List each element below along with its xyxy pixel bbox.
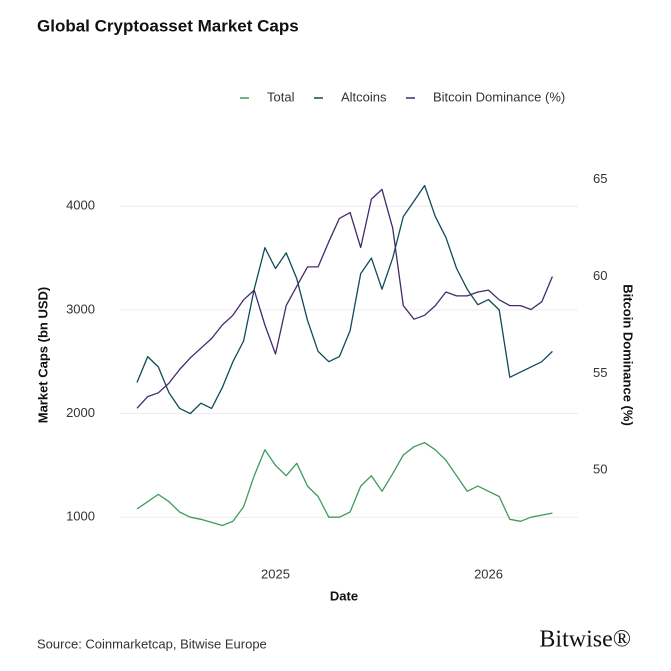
y2-tick-label: 60 [593,268,607,283]
legend-label: Altcoins [341,89,387,104]
x-axis-title: Date [330,588,358,603]
series-line [136,441,553,527]
y-tick-label: 4000 [66,198,95,213]
x-tick-label: 2025 [261,566,290,581]
legend-label: Total [267,89,295,104]
y2-axis-title: Bitcoin Dominance (%) [621,284,636,426]
source: Source: Coinmarketcap, Bitwise Europe [37,636,267,651]
y2-tick-label: 55 [593,365,607,380]
y-tick-label: 1000 [66,509,95,524]
y2-tick-label: 50 [593,462,607,477]
logo: Bitwise® [539,627,631,653]
y-axis-title: Market Caps (bn USD) [35,287,50,424]
y2-tick-label: 65 [593,171,607,186]
y-tick-label: 2000 [66,405,95,420]
legend-label: Bitcoin Dominance (%) [433,89,565,104]
x-tick-label: 2026 [474,566,503,581]
y-tick-label: 3000 [66,301,95,316]
series-line [136,184,553,415]
chart-title: Global Cryptoasset Market Caps [37,16,299,35]
series-line [136,188,553,409]
